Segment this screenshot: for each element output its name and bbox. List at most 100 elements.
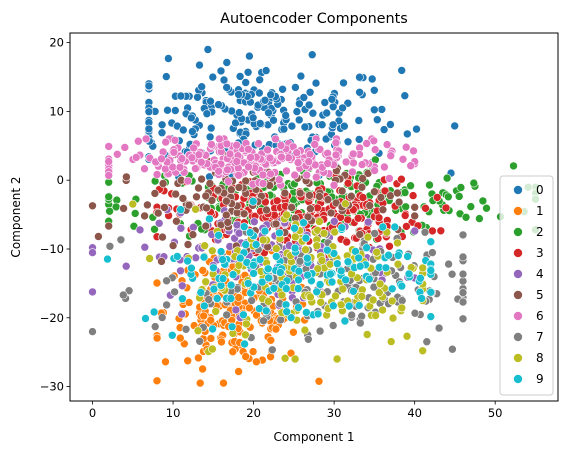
scatter-point: [152, 376, 162, 386]
scatter-point: [260, 96, 270, 105]
scatter-point: [226, 280, 236, 290]
scatter-point: [454, 192, 464, 201]
scatter-point: [339, 121, 349, 131]
scatter-point: [239, 209, 249, 219]
scatter-point: [205, 214, 214, 224]
scatter-point: [266, 169, 275, 179]
scatter-point: [245, 303, 254, 313]
scatter-point: [168, 330, 177, 340]
scatter-point: [198, 266, 208, 275]
scatter-point: [308, 108, 318, 118]
scatter-point: [458, 297, 468, 307]
scatter-point: [382, 140, 392, 149]
scatter-point: [178, 281, 187, 291]
scatter-point: [458, 230, 468, 240]
scatter-point: [94, 232, 103, 241]
scatter-point: [269, 283, 279, 293]
legend-label-5: 5: [536, 288, 544, 302]
x-tick-label: 30: [327, 406, 342, 420]
scatter-point: [436, 226, 446, 236]
scatter-point: [448, 344, 457, 354]
scatter-point: [294, 275, 303, 285]
scatter-point: [293, 158, 303, 167]
scatter-point: [158, 232, 167, 242]
scatter-point: [158, 179, 168, 188]
scatter-point: [315, 217, 324, 226]
scatter-point: [152, 170, 162, 179]
scatter-point: [208, 72, 218, 82]
scatter-point: [104, 192, 113, 202]
scatter-point: [482, 203, 491, 213]
scatter-point: [385, 242, 394, 251]
scatter-point: [341, 199, 350, 208]
scatter-point: [201, 191, 211, 201]
scatter-point: [222, 196, 231, 206]
scatter-point: [406, 181, 415, 190]
scatter-point: [466, 202, 476, 211]
scatter-point: [369, 105, 379, 115]
scatter-point: [193, 326, 203, 336]
scatter-point: [195, 378, 205, 388]
scatter-point: [192, 192, 201, 202]
scatter-point: [300, 122, 310, 132]
scatter-point: [294, 115, 304, 125]
scatter-point: [355, 318, 365, 328]
scatter-point: [354, 116, 364, 125]
scatter-point: [313, 309, 323, 319]
scatter-point: [313, 264, 323, 274]
scatter-point: [188, 230, 198, 239]
scatter-point: [232, 140, 241, 150]
scatter-point: [326, 208, 336, 218]
scatter-point: [187, 113, 196, 123]
scatter-point: [194, 353, 203, 363]
legend-marker-2: [513, 227, 523, 237]
scatter-point: [397, 281, 407, 291]
scatter-point: [206, 315, 215, 325]
scatter-point: [362, 330, 372, 339]
scatter-point: [276, 141, 286, 150]
scatter-point: [444, 259, 453, 269]
scatter-point: [371, 311, 380, 320]
scatter-point: [271, 252, 281, 261]
scatter-point: [244, 144, 253, 154]
scatter-point: [149, 307, 159, 317]
legend-marker-5: [513, 290, 523, 300]
scatter-point: [394, 197, 404, 207]
scatter-point: [425, 180, 434, 190]
scatter-point: [278, 85, 287, 94]
scatter-point: [362, 243, 371, 252]
scatter-point: [381, 263, 391, 273]
scatter-point: [328, 301, 338, 311]
scatter-point: [372, 115, 382, 124]
scatter-point: [140, 164, 149, 173]
scatter-point: [222, 58, 232, 67]
scatter-point: [255, 119, 265, 128]
scatter-point: [296, 71, 306, 81]
scatter-point: [245, 228, 255, 237]
scatter-point: [276, 315, 286, 325]
scatter-point: [377, 105, 387, 114]
scatter-point: [458, 269, 468, 279]
scatter-point: [250, 217, 259, 226]
scatter-point: [213, 185, 223, 195]
scatter-point: [157, 257, 166, 266]
scatter-point: [303, 334, 313, 344]
scatter-point: [336, 266, 346, 276]
scatter-point: [235, 72, 245, 81]
scatter-point: [198, 364, 207, 374]
legend: 0 1 2 3 4 5 6 7 8 9: [499, 175, 554, 396]
scatter-point: [305, 191, 314, 200]
scatter-point: [222, 210, 231, 220]
scatter-point: [376, 193, 386, 202]
scatter-point: [263, 264, 273, 274]
scatter-point: [236, 253, 245, 263]
scatter-point: [316, 297, 326, 307]
legend-marker-0: [513, 185, 523, 195]
scatter-point: [400, 91, 410, 100]
scatter-point: [255, 255, 265, 264]
scatter-point: [224, 177, 233, 186]
x-axis-label: Component 1: [273, 430, 354, 444]
scatter-point: [163, 105, 172, 115]
